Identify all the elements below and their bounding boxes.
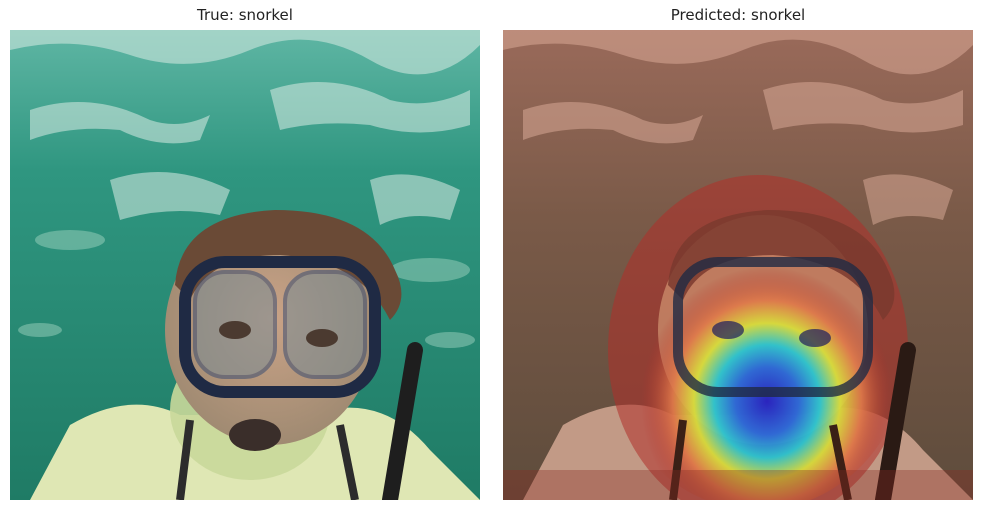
snorkeler-photo — [10, 30, 480, 500]
gradcam-panel — [503, 30, 973, 500]
left-panel-title: True: snorkel — [197, 6, 293, 24]
gradcam-overlay-photo — [503, 30, 973, 500]
true-image-panel — [10, 30, 480, 500]
right-panel-title: Predicted: snorkel — [670, 6, 806, 24]
